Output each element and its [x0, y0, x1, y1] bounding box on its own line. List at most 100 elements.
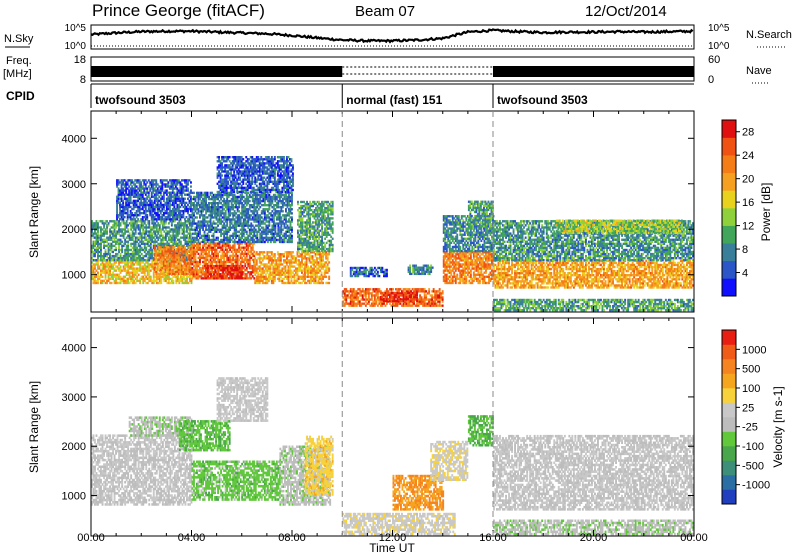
cell: [107, 248, 110, 252]
cell: [214, 267, 217, 270]
cell: [181, 222, 184, 225]
cell: [176, 193, 179, 196]
cell: [187, 268, 189, 271]
cell: [122, 261, 125, 264]
cell: [266, 240, 269, 244]
cell: [94, 263, 96, 266]
cell: [180, 195, 183, 198]
cell: [95, 240, 98, 243]
cell: [231, 273, 234, 276]
cell: [115, 273, 118, 276]
cell: [164, 220, 167, 223]
cell: [247, 258, 250, 262]
cell: [188, 179, 191, 182]
cell: [155, 281, 158, 285]
cell: [184, 222, 187, 225]
cell: [97, 257, 99, 260]
cell: [118, 242, 121, 246]
cell: [229, 206, 232, 209]
cell: [254, 176, 257, 179]
cell: [110, 277, 113, 281]
cell: [117, 187, 120, 190]
cell: [180, 209, 183, 213]
cell: [223, 260, 226, 264]
cell: [238, 277, 241, 280]
cell: [171, 201, 174, 205]
cell: [265, 218, 268, 221]
cell: [122, 244, 125, 248]
cell: [194, 244, 197, 247]
cell: [217, 212, 220, 215]
cell: [180, 258, 183, 261]
cell: [188, 191, 191, 194]
cell: [170, 218, 173, 221]
cell: [95, 242, 98, 246]
cell: [131, 271, 134, 274]
cell: [248, 273, 251, 276]
cell: [161, 240, 164, 243]
cell: [244, 242, 247, 245]
cell: [251, 206, 254, 209]
cell: [127, 267, 130, 270]
cell: [151, 279, 154, 283]
cell: [164, 266, 167, 269]
cell: [193, 204, 195, 207]
cell: [161, 220, 164, 223]
cell: [217, 195, 220, 199]
cell: [156, 207, 159, 211]
cell: [211, 212, 214, 215]
cell: [221, 212, 224, 215]
cell: [164, 234, 167, 237]
cell: [176, 203, 179, 207]
cell: [153, 248, 156, 251]
cell: [186, 281, 188, 285]
cell: [146, 216, 149, 219]
cell: [180, 250, 183, 253]
cell: [236, 206, 239, 209]
cell: [248, 277, 251, 280]
cell: [177, 272, 180, 276]
cell: [153, 254, 156, 257]
cell: [191, 214, 194, 217]
cell: [221, 199, 224, 203]
cell: [103, 230, 106, 233]
cell: [145, 275, 148, 278]
cell: [144, 191, 147, 194]
cell: [221, 224, 224, 227]
cell: [143, 265, 146, 268]
cell: [125, 240, 128, 243]
cell: [223, 275, 226, 278]
cell: [104, 232, 107, 235]
cell: [172, 279, 175, 283]
cell: [205, 258, 208, 262]
cell: [190, 240, 193, 243]
cell: [233, 188, 236, 192]
cell: [263, 222, 266, 225]
cell: [106, 259, 109, 262]
cell: [162, 205, 165, 209]
cell: [148, 230, 151, 233]
cell: [107, 279, 110, 283]
cell: [127, 273, 130, 276]
cell: [161, 197, 164, 200]
cell: [213, 273, 216, 276]
cell: [217, 228, 220, 231]
cell: [152, 191, 155, 194]
cell: [126, 179, 129, 182]
cell: [235, 248, 238, 251]
cell: [220, 260, 223, 264]
cell: [193, 238, 195, 242]
cell: [190, 209, 192, 213]
cell: [174, 270, 177, 273]
cell: [182, 199, 185, 203]
cell: [256, 191, 259, 195]
cell: [153, 209, 156, 213]
cell: [176, 191, 179, 194]
cell: [119, 242, 122, 246]
cell: [152, 252, 155, 256]
cell: [228, 176, 231, 179]
cell: [115, 281, 118, 285]
cell: [289, 232, 292, 235]
cell: [168, 218, 171, 221]
cell: [113, 230, 116, 233]
